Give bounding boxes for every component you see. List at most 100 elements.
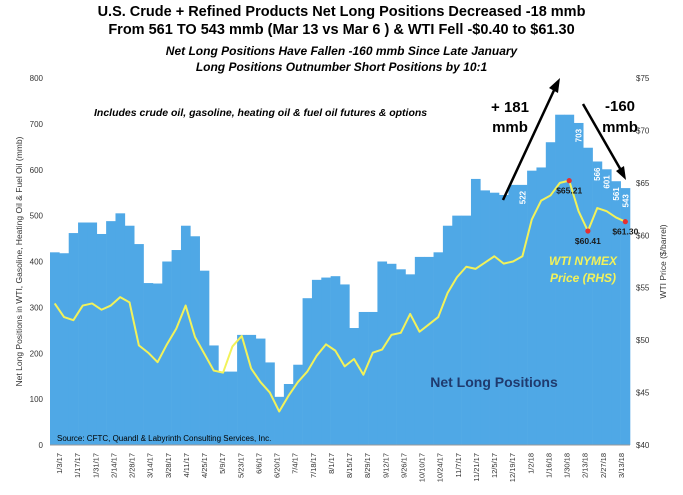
bar-4 [87, 222, 98, 445]
price-value-label: $60.41 [575, 236, 601, 246]
price-marker [566, 178, 572, 184]
y2-tick-label: $75 [636, 74, 650, 83]
bar-47 [489, 192, 500, 445]
bar-51 [527, 170, 537, 446]
bar-56 [573, 122, 584, 446]
bar-18 [218, 371, 229, 445]
x-tick-label: 1/3/17 [55, 453, 64, 474]
y2-tick-label: $50 [636, 336, 650, 345]
bar-12 [162, 261, 172, 445]
bar-35 [377, 261, 388, 445]
x-tick-label: 2/28/17 [128, 453, 137, 478]
y2-tick-label: $60 [636, 231, 650, 240]
x-tick-label: 11/21/17 [472, 453, 481, 482]
bar-44 [461, 215, 472, 446]
fall-arrow [581, 103, 624, 173]
bar-19 [227, 371, 238, 445]
x-tick-label: 4/25/17 [200, 453, 209, 478]
price-marker [622, 219, 628, 225]
x-tick-label: 5/9/17 [218, 453, 227, 474]
rise-arrow [501, 85, 558, 201]
bar-49 [508, 184, 519, 445]
bar-13 [171, 250, 182, 445]
bar-17 [209, 345, 219, 445]
bar-33 [358, 311, 369, 445]
fall-value-label: -160 [605, 98, 635, 115]
bar-21 [246, 334, 257, 445]
bar-8 [124, 225, 135, 445]
bar-value-label: 522 [518, 190, 527, 204]
chart-title-line-2: From 561 TO 543 mmb (Mar 13 vs Mar 6 ) &… [108, 22, 575, 38]
wti-label-line-2: Price (RHS) [550, 271, 616, 285]
bar-50 [517, 184, 528, 445]
bar-43 [452, 215, 462, 446]
y-tick-label: 300 [30, 303, 44, 312]
bar-45 [470, 178, 481, 445]
bar-16 [199, 270, 210, 445]
includes-note: Includes crude oil, gasoline, heating oi… [94, 107, 427, 119]
x-tick-label: 5/23/17 [236, 453, 245, 478]
bar-6 [106, 221, 116, 445]
bar-value-label: 703 [575, 128, 584, 142]
x-tick-label: 8/1/17 [327, 453, 336, 474]
x-tick-label: 8/29/17 [363, 453, 372, 478]
x-tick-label: 10/24/17 [436, 453, 445, 482]
chart-subtitle-line-2: Long Positions Outnumber Short Positions… [195, 60, 488, 74]
y-tick-label: 700 [30, 120, 44, 129]
bar-34 [368, 311, 378, 445]
y-tick-label: 200 [30, 349, 44, 358]
price-value-label: $61.30 [612, 227, 638, 237]
bar-39 [414, 256, 425, 445]
chart-title-line-1: U.S. Crude + Refined Products Net Long P… [97, 4, 586, 20]
wti-label-line-1: WTI NYMEX [549, 254, 618, 268]
y-tick-label: 100 [30, 395, 44, 404]
bar-53 [545, 142, 556, 446]
y-axis-label: Net Long Positions in WTI, Gasoline, Hea… [14, 136, 24, 386]
bar-28 [311, 279, 322, 445]
bar-15 [190, 236, 200, 445]
x-tick-label: 3/28/17 [164, 453, 173, 478]
bar-41 [433, 252, 444, 445]
y2-tick-label: $55 [636, 284, 650, 293]
y-tick-label: 0 [39, 441, 44, 450]
x-tick-label: 1/17/17 [73, 453, 82, 478]
bar-22 [255, 338, 266, 445]
bar-14 [180, 225, 191, 445]
bar-25 [283, 383, 294, 445]
x-tick-label: 12/5/17 [490, 453, 499, 478]
price-marker [585, 228, 591, 234]
y2-axis-label: WTI Price ($/barrel) [658, 224, 668, 298]
bar-2 [68, 233, 79, 445]
bar-42 [442, 225, 453, 445]
y2-tick-label: $65 [636, 179, 650, 188]
rise-arrowhead [549, 78, 560, 93]
bar-series [50, 114, 631, 446]
net-long-label: Net Long Positions [430, 374, 558, 390]
rise-unit-label: mmb [492, 119, 528, 136]
bar-0 [50, 252, 60, 445]
bar-26 [293, 364, 303, 445]
x-tick-label: 2/13/18 [581, 453, 590, 478]
bar-60 [611, 181, 621, 445]
bar-3 [78, 222, 88, 445]
bar-46 [480, 190, 490, 445]
x-tick-label: 1/2/18 [526, 453, 535, 474]
fall-arrowhead [616, 166, 626, 180]
x-tick-label: 12/19/17 [508, 453, 517, 482]
x-tick-label: 8/15/17 [345, 453, 354, 478]
bar-54 [555, 114, 565, 445]
x-tick-label: 7/4/17 [291, 453, 300, 474]
price-line-series [53, 179, 626, 413]
y2-tick-label: $70 [636, 126, 650, 135]
axes: 0 100 200 300 400 500 600 700 800 $40 $45 $50 $55 $60… [14, 74, 668, 482]
bar-value-label: 566 [593, 167, 602, 181]
x-tick-label: 1/16/18 [544, 453, 553, 478]
bar-61 [620, 188, 631, 445]
x-tick-label: 10/10/17 [418, 453, 427, 482]
bar-32 [349, 328, 359, 445]
bar-1 [59, 253, 69, 445]
chart-subtitle-line-1: Net Long Positions Have Fallen -160 mmb … [165, 44, 518, 58]
bar-30 [330, 276, 341, 445]
